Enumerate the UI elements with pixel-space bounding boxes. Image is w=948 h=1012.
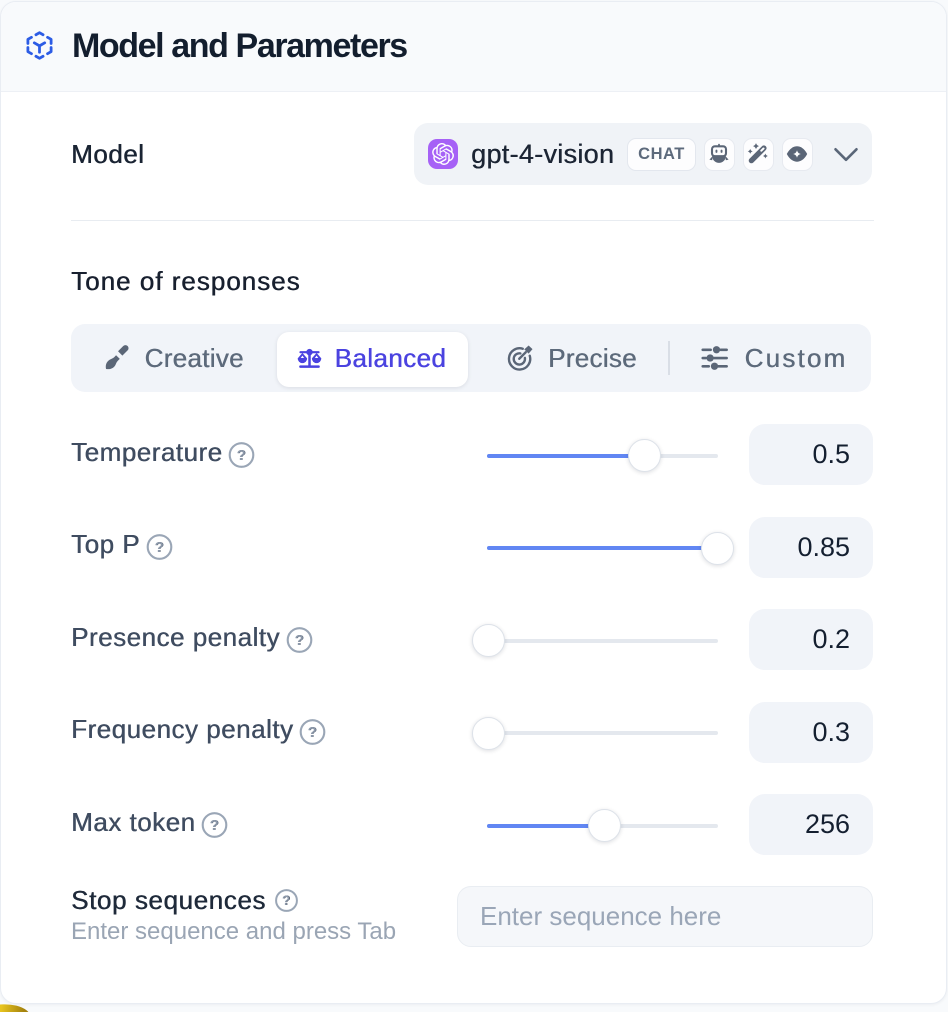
svg-text:?: ?: [295, 631, 305, 648]
svg-text:?: ?: [282, 893, 291, 908]
svg-text:?: ?: [237, 446, 247, 463]
svg-text:?: ?: [210, 816, 220, 833]
svg-text:?: ?: [308, 724, 318, 741]
svg-text:?: ?: [155, 539, 165, 556]
